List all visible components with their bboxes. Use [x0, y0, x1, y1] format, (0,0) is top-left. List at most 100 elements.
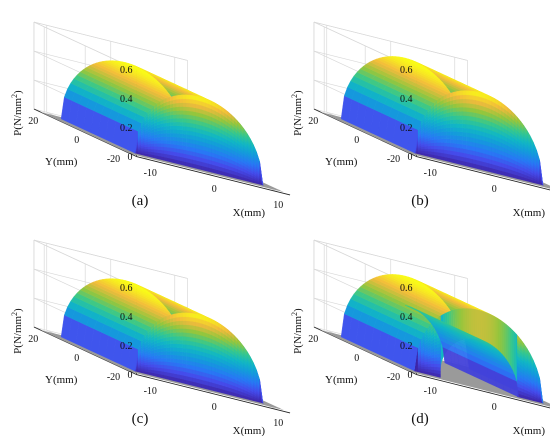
- surface-patch: [475, 91, 480, 97]
- surface-patch: [189, 126, 193, 132]
- surface-patch: [469, 115, 473, 122]
- surface-patch: [185, 118, 190, 124]
- surface-patch: [446, 131, 451, 136]
- x-tick-label: 0: [212, 184, 217, 195]
- surface-patch: [169, 358, 174, 363]
- surface-patch: [182, 316, 187, 321]
- surface-patch: [169, 129, 174, 134]
- x-axis-label: X(mm): [233, 207, 266, 219]
- surface-patch: [173, 328, 177, 333]
- surface-patch: [459, 135, 464, 141]
- surface-patch: [469, 107, 473, 113]
- surface-patch: [173, 350, 177, 356]
- surface-patch: [462, 119, 467, 125]
- surface-patch: [185, 352, 190, 358]
- surface-patch: [465, 98, 470, 104]
- surface-patch: [166, 125, 171, 130]
- x-tick-label: 0: [492, 184, 497, 195]
- y-axis-label: Y(mm): [45, 156, 78, 168]
- surface-patch: [163, 143, 168, 148]
- surface-patch: [173, 129, 177, 134]
- y-tick-label: -20: [387, 372, 400, 383]
- surface-patch: [169, 365, 174, 370]
- surface-patch: [456, 139, 460, 145]
- surface-patch: [424, 368, 428, 372]
- surface-patch: [192, 95, 196, 101]
- surface-patch: [144, 148, 148, 152]
- surface-patch: [182, 133, 187, 139]
- surface-patch: [182, 324, 187, 329]
- surface-patch: [185, 356, 190, 362]
- surface-patch: [440, 138, 444, 143]
- surface-patch: [185, 94, 190, 100]
- surface-patch: [453, 127, 457, 132]
- surface-patch: [169, 313, 174, 320]
- surface-patch: [150, 361, 155, 365]
- surface-patch: [456, 107, 460, 112]
- surface-patch: [169, 125, 174, 130]
- surface-patch: [192, 103, 196, 109]
- surface-patch: [462, 144, 467, 150]
- tick-labels: 0 0.2 0.4 0.6 -10 0 10 -20 0 20: [28, 65, 283, 211]
- y-tick-label: 0: [354, 135, 359, 146]
- y-tick-label: 0: [74, 135, 79, 146]
- surface-patch: [182, 343, 187, 349]
- surface-patch: [453, 103, 457, 109]
- surface-patch: [144, 151, 148, 155]
- surface-patch: [173, 332, 177, 337]
- surface-patch: [189, 102, 193, 108]
- surface-patch: [182, 125, 187, 131]
- surface-patch: [446, 149, 451, 155]
- surface-patch: [189, 344, 193, 350]
- surface-patch: [456, 115, 460, 120]
- surface-patch: [173, 347, 177, 352]
- surface-patch: [446, 127, 451, 132]
- surface-patch: [182, 121, 187, 127]
- surface-patch: [157, 143, 161, 147]
- surface-patch: [160, 357, 164, 362]
- surface-patch: [153, 358, 158, 362]
- surface-patch: [456, 102, 460, 108]
- surface-patch: [449, 115, 454, 121]
- surface-patch: [176, 102, 180, 108]
- z-axis-label: P(N/mm2): [10, 90, 24, 136]
- surface-patch: [166, 357, 171, 363]
- x-tick-label: -10: [144, 386, 157, 397]
- surface-patch: [182, 320, 187, 325]
- surface-patch: [182, 98, 187, 103]
- surface-patch: [176, 98, 180, 104]
- surface-patch: [176, 106, 180, 111]
- surface-patch: [259, 161, 264, 186]
- z-tick-label: 0.2: [120, 341, 133, 352]
- surface-patch: [465, 111, 470, 117]
- surface-patch: [195, 95, 200, 101]
- surface-patch: [453, 131, 457, 136]
- surface-patch: [189, 328, 193, 334]
- surface-patch: [160, 139, 164, 144]
- surface-patch: [504, 322, 507, 361]
- surface-patch: [182, 347, 187, 353]
- x-tick-label: 10: [273, 200, 283, 211]
- surface-patch: [201, 315, 206, 321]
- y-tick-label: 0: [74, 353, 79, 364]
- surface-patch: [459, 123, 464, 129]
- surface-patch: [437, 353, 441, 358]
- surface-patch: [462, 140, 467, 146]
- surface-patch: [440, 149, 444, 154]
- surface-patch: [147, 366, 152, 370]
- surface-patch: [469, 111, 473, 117]
- surface-patch: [166, 340, 171, 345]
- surface-patch: [498, 318, 501, 354]
- surface-patch: [459, 119, 464, 124]
- y-axis-line: [313, 108, 417, 157]
- surface-patch: [482, 311, 486, 342]
- surface-patch: [153, 149, 158, 153]
- surface-patch: [462, 98, 467, 104]
- surface-patch: [500, 319, 503, 356]
- surface-patch: [430, 363, 435, 367]
- surface-patch: [150, 148, 155, 153]
- surface-patch: [157, 367, 161, 372]
- surface-patch: [465, 144, 470, 151]
- surface-patch: [469, 103, 473, 109]
- surface-patch: [462, 131, 467, 137]
